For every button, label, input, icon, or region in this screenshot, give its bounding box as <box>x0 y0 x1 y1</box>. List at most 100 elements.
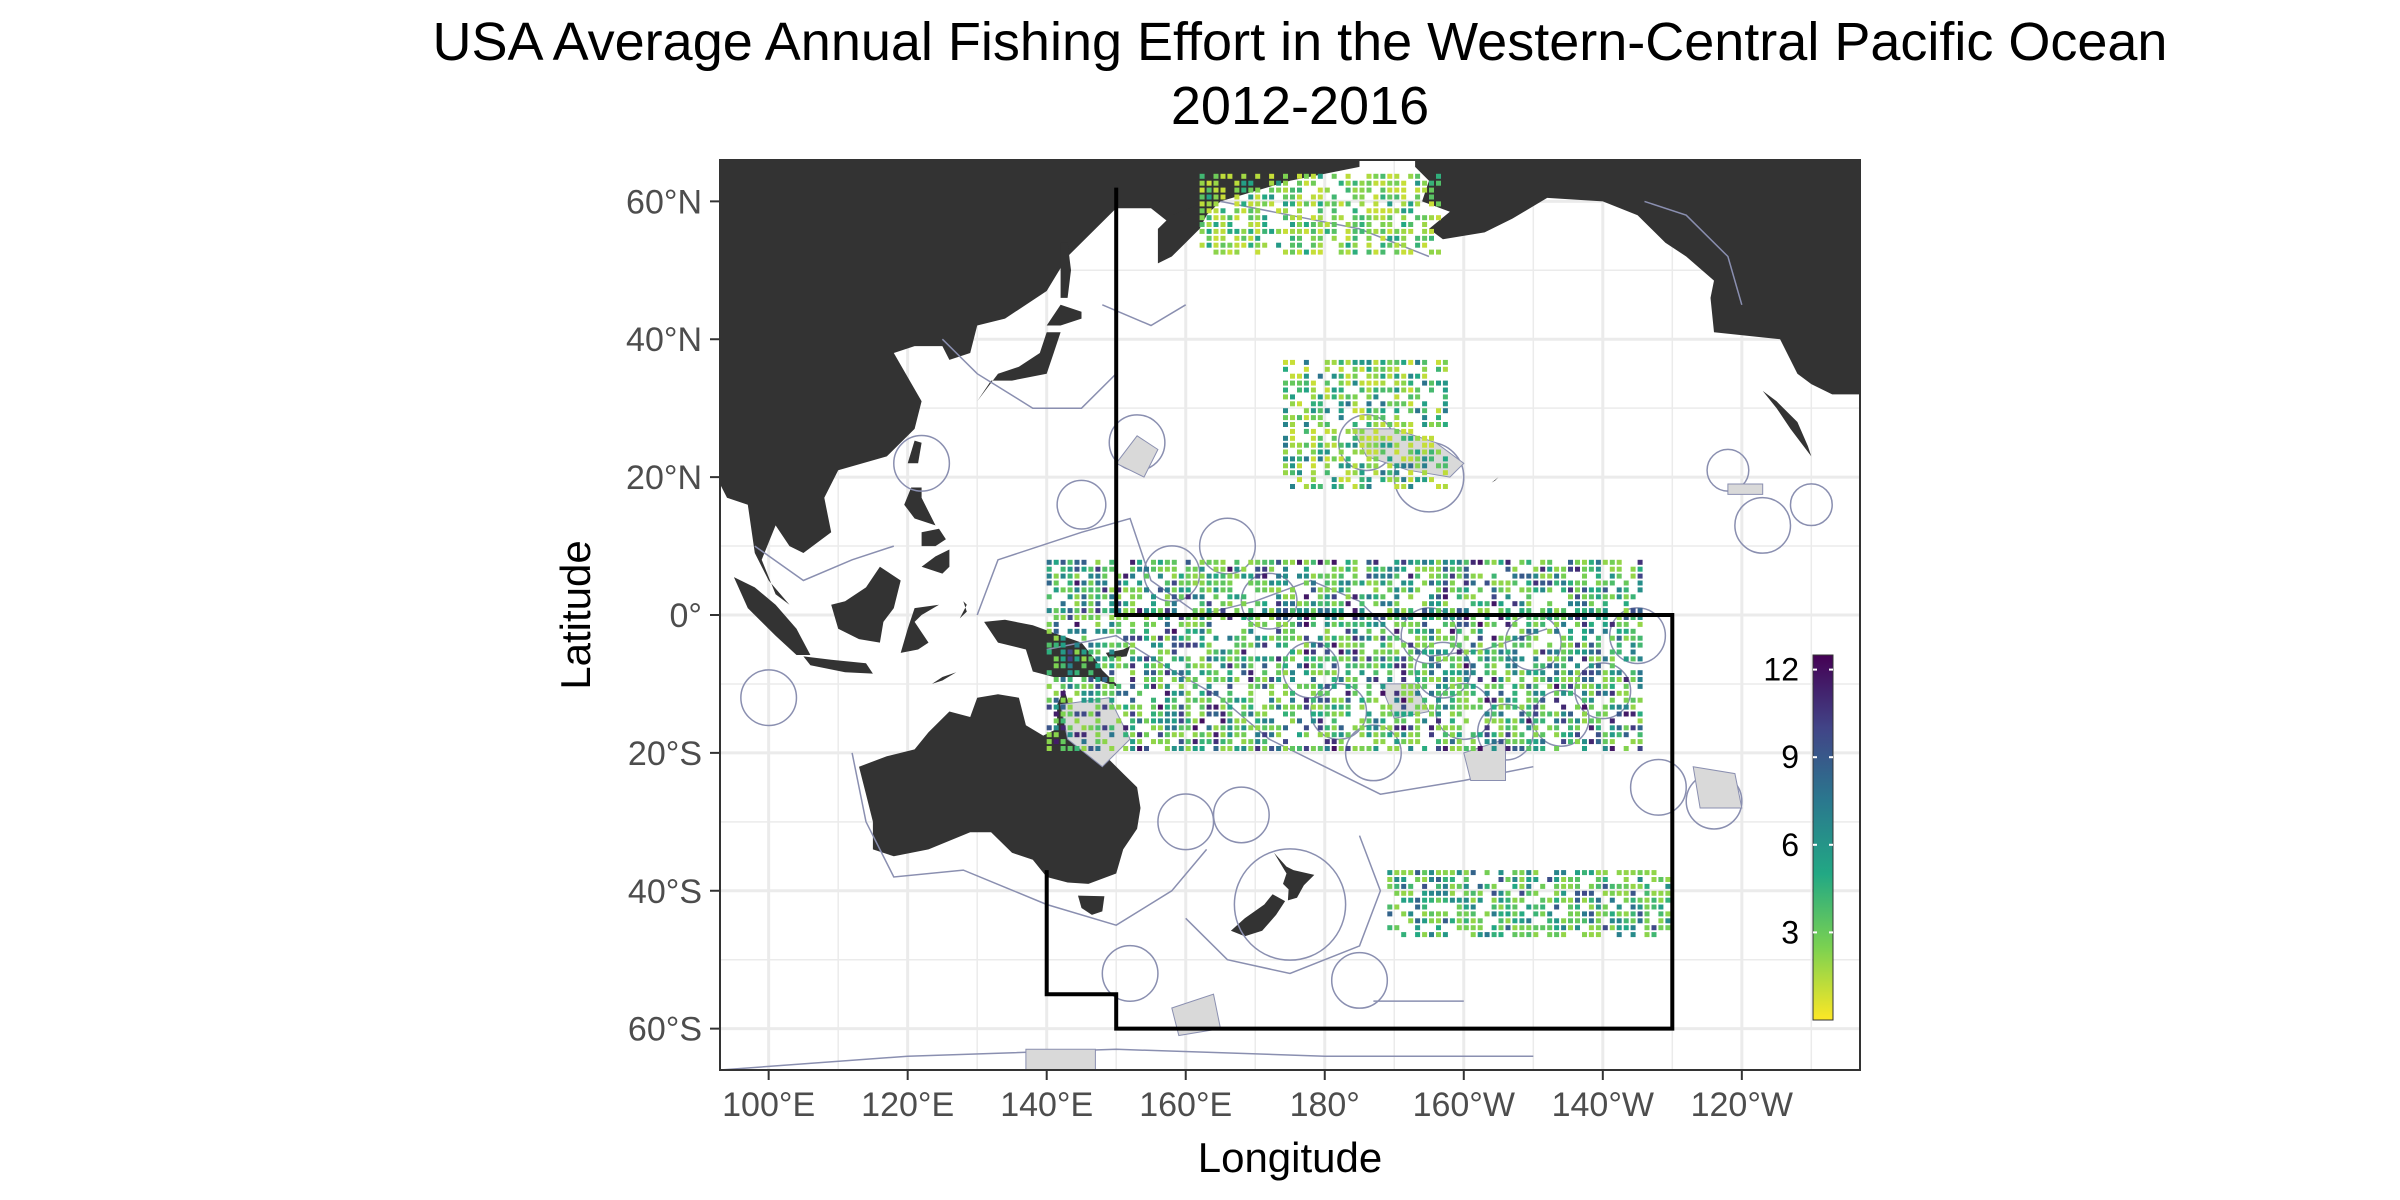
effort-cell <box>1151 663 1156 669</box>
effort-cell <box>1484 621 1490 627</box>
effort-cell <box>1408 208 1414 214</box>
effort-cell <box>1290 373 1295 379</box>
effort-cell <box>1352 242 1358 248</box>
effort-cell <box>1317 484 1323 489</box>
effort-cell <box>1540 580 1546 586</box>
effort-cell <box>1588 883 1594 889</box>
effort-cell <box>1338 442 1344 448</box>
effort-cell <box>1568 587 1573 593</box>
effort-cell <box>1512 615 1518 620</box>
effort-cell <box>1637 677 1643 682</box>
effort-cell <box>1317 215 1323 221</box>
effort-cell <box>1609 559 1615 565</box>
effort-cell <box>1234 180 1240 186</box>
effort-cell <box>1290 470 1295 476</box>
effort-cell <box>1164 663 1170 669</box>
effort-cell <box>1498 918 1504 924</box>
effort-cell <box>1512 718 1518 724</box>
effort-cell <box>1352 621 1358 627</box>
effort-cell <box>1630 635 1636 641</box>
effort-cell <box>1199 173 1205 179</box>
effort-cell <box>1408 670 1414 676</box>
effort-cell <box>1429 477 1434 483</box>
effort-cell <box>1609 918 1615 924</box>
effort-cell <box>1206 242 1212 248</box>
effort-cell <box>1227 711 1233 717</box>
effort-cell <box>1415 477 1421 483</box>
effort-cell <box>1088 683 1094 689</box>
effort-cell <box>1415 690 1421 696</box>
landmass-halmahera <box>959 601 967 619</box>
effort-cell <box>1234 718 1240 724</box>
effort-cell <box>1477 628 1483 634</box>
effort-cell <box>1366 249 1372 255</box>
effort-cell <box>1449 918 1455 924</box>
effort-cell <box>1449 718 1455 724</box>
effort-cell <box>1401 387 1407 393</box>
effort-cell <box>1422 187 1428 193</box>
effort-cell <box>1602 870 1608 876</box>
effort-cell <box>1442 615 1448 620</box>
x-tick-label: 180° <box>1290 1086 1360 1124</box>
effort-cell <box>1213 635 1219 641</box>
effort-cell <box>1582 683 1587 689</box>
effort-cell <box>1227 739 1233 745</box>
x-axis-label: Longitude <box>1198 1134 1383 1181</box>
effort-cell <box>1130 739 1136 745</box>
effort-cell <box>1505 704 1511 710</box>
effort-cell <box>1373 194 1379 200</box>
effort-cell <box>1310 642 1316 648</box>
effort-cell <box>1317 449 1323 455</box>
effort-cell <box>1401 670 1407 676</box>
effort-cell <box>1422 608 1428 614</box>
effort-cell <box>1575 897 1580 903</box>
effort-cell <box>1429 642 1434 648</box>
effort-cell <box>1380 215 1386 221</box>
effort-cell <box>1394 470 1400 476</box>
effort-cell <box>1297 215 1302 221</box>
effort-cell <box>1533 718 1539 724</box>
effort-cell <box>1241 628 1247 634</box>
effort-cell <box>1568 925 1573 931</box>
effort-cell <box>1227 663 1233 669</box>
effort-cell <box>1491 663 1497 669</box>
effort-cell <box>1595 566 1601 572</box>
effort-cell <box>1157 587 1163 593</box>
effort-cell <box>1436 897 1441 903</box>
effort-cell <box>1623 870 1629 876</box>
effort-cell <box>1366 180 1372 186</box>
effort-cell <box>1276 628 1282 634</box>
effort-cell <box>1637 573 1643 579</box>
effort-cell <box>1109 663 1115 669</box>
effort-cell <box>1533 697 1539 703</box>
effort-cell <box>1582 587 1587 593</box>
effort-cell <box>1123 587 1129 593</box>
effort-cell <box>1241 594 1247 600</box>
effort-cell <box>1171 580 1177 586</box>
landmass-asia <box>720 160 1360 605</box>
effort-cell <box>1338 649 1344 655</box>
effort-cell <box>1477 608 1483 614</box>
effort-cell <box>1505 918 1511 924</box>
effort-cell <box>1199 663 1205 669</box>
effort-cell <box>1637 642 1643 648</box>
effort-cell <box>1366 359 1372 365</box>
effort-cell <box>1582 739 1587 745</box>
effort-cell <box>1568 683 1573 689</box>
effort-cell <box>1297 228 1302 234</box>
effort-cell <box>1178 573 1184 579</box>
effort-cell <box>1269 732 1275 738</box>
effort-cell <box>1359 408 1365 414</box>
landmass-new-zealand-south <box>1230 894 1286 937</box>
effort-cell <box>1456 725 1462 731</box>
effort-cell <box>1206 608 1212 614</box>
effort-cell <box>1338 180 1344 186</box>
effort-cell <box>1463 883 1469 889</box>
effort-cell <box>1582 601 1587 607</box>
effort-cell <box>1213 573 1219 579</box>
effort-cell <box>1380 580 1386 586</box>
effort-cell <box>1123 663 1129 669</box>
effort-cell <box>1297 249 1302 255</box>
effort-cell <box>1366 484 1372 489</box>
effort-cell <box>1436 566 1441 572</box>
